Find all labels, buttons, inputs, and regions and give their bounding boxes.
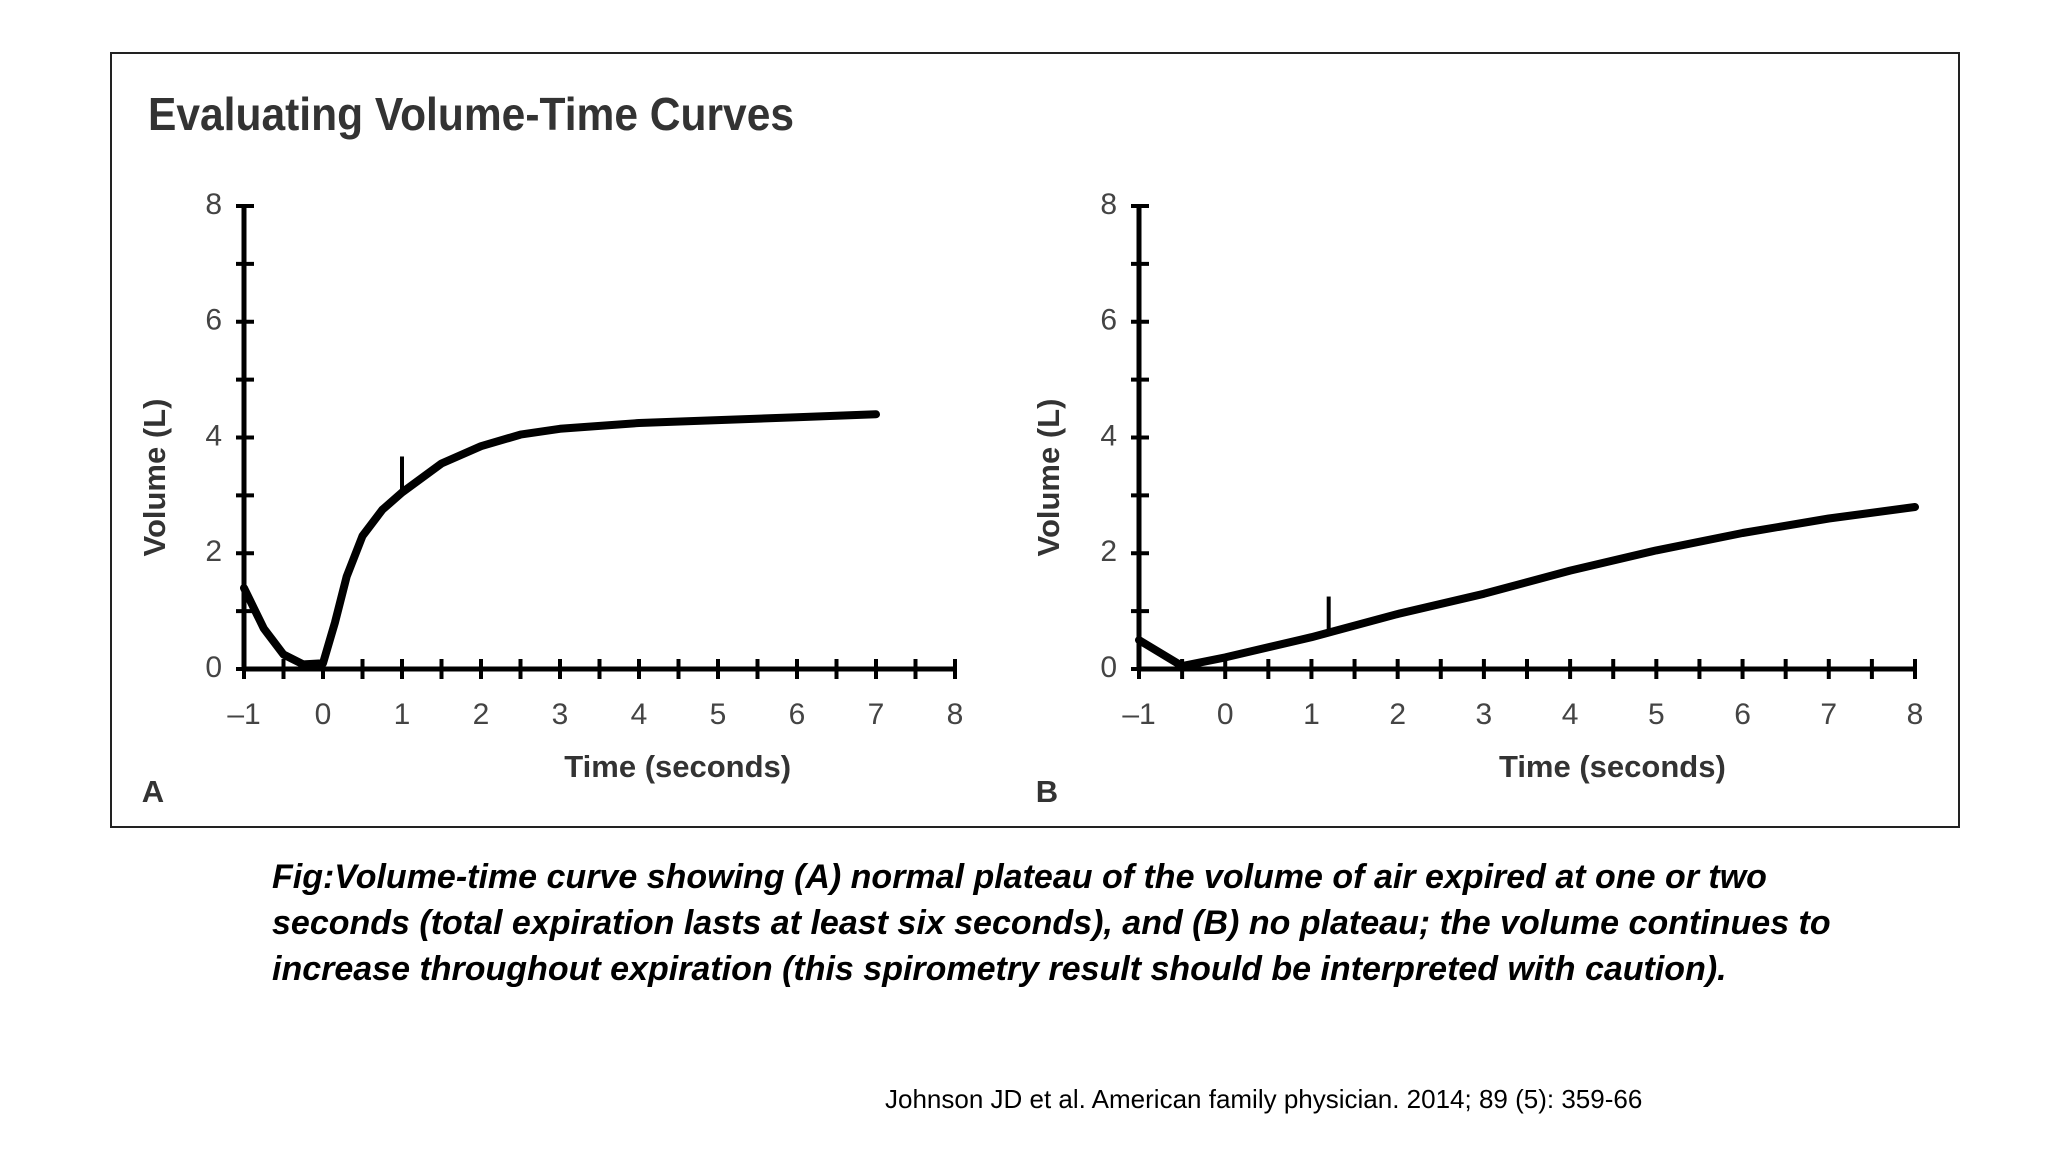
- y-tick-label: 0: [1100, 651, 1117, 684]
- x-tick-label: 1: [1303, 698, 1320, 731]
- y-tick-label: 8: [205, 188, 222, 221]
- x-tick-label: 8: [947, 698, 964, 731]
- x-tick-label: –1: [1122, 698, 1155, 731]
- x-tick-label: 0: [315, 698, 332, 731]
- x-tick-label: 4: [1562, 698, 1579, 731]
- volume-curve: [1135, 503, 1919, 671]
- x-tick-label: 2: [473, 698, 490, 731]
- caption-line: Fig:Volume-time curve showing (A) normal…: [272, 858, 1767, 896]
- panel-label: B: [1036, 774, 1058, 809]
- x-tick-label: 0: [1217, 698, 1234, 731]
- panel-label: A: [142, 774, 164, 809]
- y-tick-label: 2: [205, 535, 222, 568]
- y-tick-label: 6: [1100, 304, 1117, 337]
- y-tick-label: 4: [1100, 419, 1117, 452]
- x-tick-label: –1: [227, 698, 260, 731]
- volume-curve: [240, 410, 880, 669]
- y-axis-label: Volume (L): [137, 399, 172, 557]
- x-tick-label: 8: [1907, 698, 1924, 731]
- x-tick-label: 3: [552, 698, 569, 731]
- y-tick-label: 8: [1100, 188, 1117, 221]
- y-tick-label: 0: [205, 651, 222, 684]
- caption-line: increase throughout expiration (this spi…: [272, 950, 1727, 988]
- x-tick-label: 7: [1820, 698, 1837, 731]
- y-tick-label: 2: [1100, 535, 1117, 568]
- caption-line: seconds (total expiration lasts at least…: [272, 904, 1831, 942]
- figure-frame: [110, 52, 1960, 828]
- x-tick-label: 1: [394, 698, 411, 731]
- x-tick-label: 2: [1389, 698, 1406, 731]
- y-axis-label: Volume (L): [1031, 399, 1066, 557]
- y-tick-label: 4: [205, 419, 222, 452]
- figure-title: Evaluating Volume-Time Curves: [148, 88, 794, 140]
- x-tick-label: 5: [1648, 698, 1665, 731]
- citation: Johnson JD et al. American family physic…: [885, 1084, 1642, 1114]
- x-tick-label: 6: [789, 698, 806, 731]
- y-tick-label: 6: [205, 304, 222, 337]
- x-tick-label: 7: [868, 698, 885, 731]
- x-axis-label: Time (seconds): [1499, 749, 1726, 784]
- x-tick-label: 6: [1734, 698, 1751, 731]
- x-tick-label: 5: [710, 698, 727, 731]
- x-axis-label: Time (seconds): [564, 749, 791, 784]
- x-tick-label: 3: [1476, 698, 1493, 731]
- x-tick-label: 4: [631, 698, 648, 731]
